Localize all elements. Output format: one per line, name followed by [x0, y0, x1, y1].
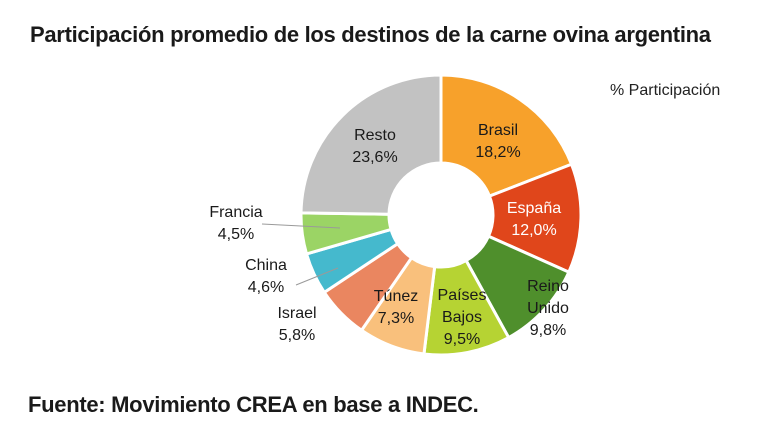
slice-label-tunez: Túnez 7,3%	[374, 288, 418, 327]
slice-label-brasil: Brasil 18,2%	[475, 122, 520, 161]
slice-brasil	[439, 73, 574, 199]
slice-label-espana: España 12,0%	[507, 200, 561, 239]
slice-label-china: China 4,6%	[245, 257, 287, 296]
chart-title: Participación promedio de los destinos d…	[30, 22, 711, 47]
slice-label-francia: Francia 4,5%	[209, 204, 262, 243]
slice-label-resto: Resto 23,6%	[352, 127, 397, 166]
slice-label-paises-bajos: Países Bajos 9,5%	[438, 287, 487, 348]
slice-resto	[299, 73, 443, 216]
value-unit-note: % Participación	[610, 82, 721, 99]
slice-label-reino-unido: Reino Unido 9,8%	[527, 278, 569, 339]
slice-label-israel: Israel 5,8%	[277, 305, 316, 344]
leader-line-francia	[261, 223, 341, 229]
leader-line-china	[295, 267, 339, 286]
source-note: Fuente: Movimiento CREA en base a INDEC.	[28, 392, 479, 417]
